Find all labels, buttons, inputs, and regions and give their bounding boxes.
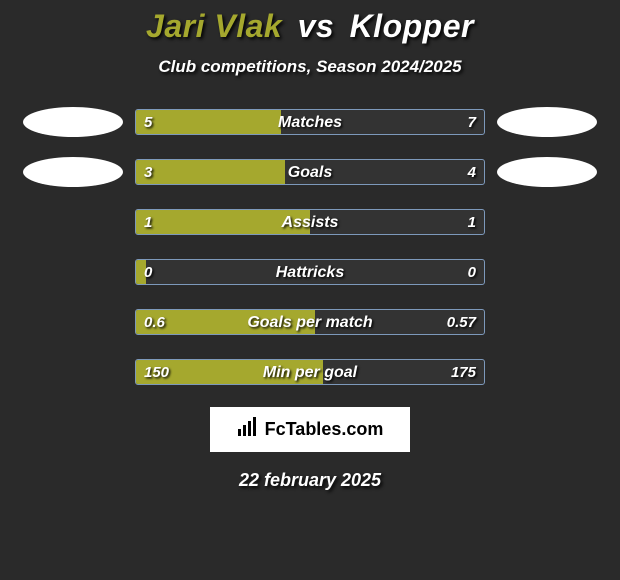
stat-rows: 5Matches7 3Goals4 1Assists1 0Hattricks0 0.6G… bbox=[0, 107, 620, 387]
team-oval-left bbox=[23, 157, 123, 187]
team-oval-left bbox=[23, 207, 123, 237]
signal-icon bbox=[237, 417, 259, 443]
team-oval-right bbox=[497, 157, 597, 187]
stat-label: Min per goal bbox=[136, 360, 484, 385]
logo-box: FcTables.com bbox=[210, 407, 410, 452]
stat-row: 1Assists1 bbox=[0, 207, 620, 237]
title: Jari Vlak vs Klopper bbox=[0, 8, 620, 45]
stat-label: Hattricks bbox=[136, 260, 484, 285]
stat-label: Assists bbox=[136, 210, 484, 235]
stat-value-right: 4 bbox=[468, 160, 476, 185]
stat-row: 150Min per goal175 bbox=[0, 357, 620, 387]
stat-bar: 150Min per goal175 bbox=[135, 359, 485, 385]
team-oval-right bbox=[497, 207, 597, 237]
player1-name: Jari Vlak bbox=[146, 8, 282, 44]
stat-value-right: 0.57 bbox=[447, 310, 476, 335]
date-label: 22 february 2025 bbox=[0, 470, 620, 491]
subtitle: Club competitions, Season 2024/2025 bbox=[0, 57, 620, 77]
logo-text: FcTables.com bbox=[265, 419, 384, 440]
player2-name: Klopper bbox=[350, 8, 474, 44]
stat-row: 5Matches7 bbox=[0, 107, 620, 137]
team-oval-left bbox=[23, 257, 123, 287]
team-oval-right bbox=[497, 357, 597, 387]
stat-row: 3Goals4 bbox=[0, 157, 620, 187]
comparison-infographic: Jari Vlak vs Klopper Club competitions, … bbox=[0, 0, 620, 491]
team-oval-right bbox=[497, 307, 597, 337]
stat-row: 0Hattricks0 bbox=[0, 257, 620, 287]
team-oval-left bbox=[23, 107, 123, 137]
team-oval-right bbox=[497, 257, 597, 287]
stat-label: Matches bbox=[136, 110, 484, 135]
stat-value-right: 175 bbox=[451, 360, 476, 385]
stat-label: Goals bbox=[136, 160, 484, 185]
stat-label: Goals per match bbox=[136, 310, 484, 335]
vs-label: vs bbox=[298, 8, 335, 44]
stat-bar: 3Goals4 bbox=[135, 159, 485, 185]
team-oval-right bbox=[497, 107, 597, 137]
team-oval-left bbox=[23, 357, 123, 387]
stat-row: 0.6Goals per match0.57 bbox=[0, 307, 620, 337]
stat-value-right: 0 bbox=[468, 260, 476, 285]
stat-bar: 1Assists1 bbox=[135, 209, 485, 235]
team-oval-left bbox=[23, 307, 123, 337]
stat-value-right: 7 bbox=[468, 110, 476, 135]
stat-bar: 5Matches7 bbox=[135, 109, 485, 135]
stat-bar: 0Hattricks0 bbox=[135, 259, 485, 285]
stat-bar: 0.6Goals per match0.57 bbox=[135, 309, 485, 335]
stat-value-right: 1 bbox=[468, 210, 476, 235]
